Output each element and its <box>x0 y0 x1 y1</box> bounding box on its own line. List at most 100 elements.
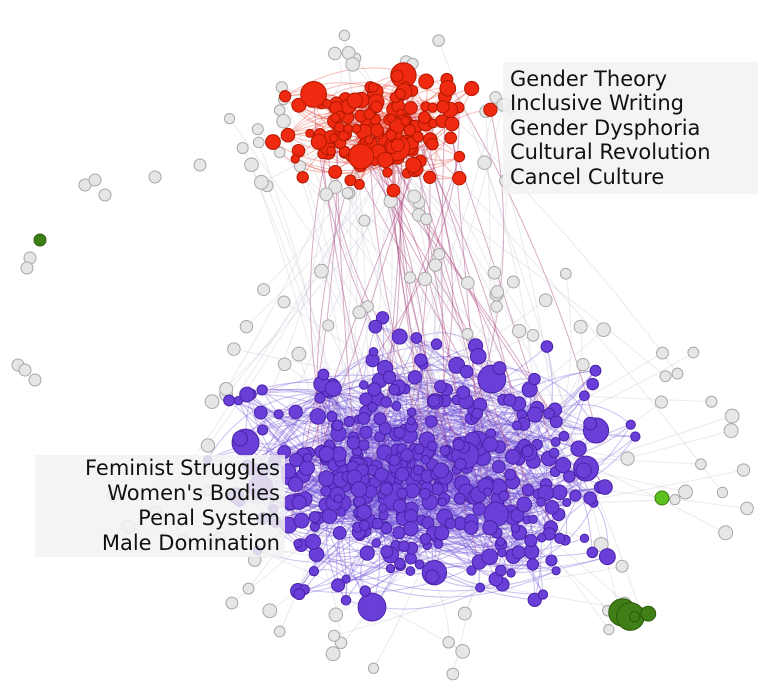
node <box>291 346 307 362</box>
edge <box>372 278 426 408</box>
edge <box>436 343 476 440</box>
node <box>288 404 303 419</box>
node <box>390 138 405 153</box>
node <box>326 146 336 156</box>
node <box>345 57 360 72</box>
node <box>390 69 404 83</box>
node <box>364 135 374 145</box>
edge <box>413 196 441 478</box>
node <box>412 131 424 143</box>
node <box>718 525 734 541</box>
edge <box>316 487 601 571</box>
node <box>403 271 417 284</box>
node <box>331 419 344 432</box>
edge <box>388 119 428 477</box>
node <box>578 390 590 402</box>
node <box>432 34 445 47</box>
edge <box>335 398 518 427</box>
node <box>367 662 380 674</box>
node <box>640 605 657 622</box>
node <box>328 46 342 61</box>
node <box>418 73 434 90</box>
node <box>404 483 421 499</box>
edge <box>474 395 585 426</box>
node <box>490 300 503 313</box>
edge <box>298 437 465 503</box>
node <box>417 271 433 287</box>
label-box <box>35 455 285 557</box>
node <box>290 154 300 164</box>
node <box>305 128 315 138</box>
node <box>358 214 371 227</box>
node <box>469 347 487 365</box>
node <box>404 101 418 115</box>
node <box>367 82 379 93</box>
node <box>430 338 443 350</box>
edge <box>260 194 327 413</box>
node <box>375 311 390 325</box>
cluster-label: Penal System <box>138 506 280 530</box>
node <box>428 118 438 129</box>
node <box>407 189 422 204</box>
node <box>460 276 475 290</box>
node <box>454 457 467 471</box>
node <box>543 407 555 420</box>
node <box>487 265 502 280</box>
node <box>388 454 401 467</box>
node <box>434 380 447 394</box>
node <box>654 395 668 409</box>
edge <box>409 371 468 436</box>
node <box>589 364 602 377</box>
node <box>562 498 572 508</box>
edge <box>376 130 491 528</box>
node <box>385 129 397 141</box>
edge <box>399 336 516 529</box>
node <box>357 592 387 622</box>
node <box>413 443 425 455</box>
edge <box>262 388 472 499</box>
node <box>406 416 416 426</box>
node <box>331 578 346 593</box>
node <box>490 285 505 299</box>
node <box>428 258 443 272</box>
node <box>305 533 322 550</box>
node <box>461 328 474 340</box>
node <box>442 636 455 649</box>
edge <box>367 306 529 452</box>
node <box>452 171 467 186</box>
node <box>308 511 321 524</box>
node <box>629 611 641 623</box>
node <box>380 396 392 408</box>
node <box>370 123 384 138</box>
node <box>280 127 296 143</box>
node <box>545 554 558 567</box>
nodes <box>11 29 754 681</box>
node <box>597 479 613 495</box>
node <box>328 179 343 194</box>
node <box>368 319 383 334</box>
node <box>262 603 278 619</box>
node <box>716 486 729 499</box>
node <box>257 424 269 436</box>
edge <box>272 486 500 539</box>
node <box>239 319 254 334</box>
node <box>405 566 416 576</box>
edge <box>360 156 477 347</box>
node <box>427 394 441 408</box>
node <box>257 283 271 297</box>
node <box>536 496 546 507</box>
node <box>705 395 718 408</box>
edge <box>438 40 621 615</box>
node <box>414 559 425 570</box>
label-box-top: Gender Theory Inclusive Writing Gender D… <box>503 62 758 194</box>
node <box>544 500 560 515</box>
node <box>204 394 220 409</box>
node <box>395 88 406 100</box>
edge <box>555 326 583 443</box>
node <box>200 438 216 453</box>
node <box>559 267 572 280</box>
node <box>273 625 286 638</box>
edge <box>393 97 497 390</box>
node <box>346 435 361 450</box>
node <box>491 459 506 474</box>
